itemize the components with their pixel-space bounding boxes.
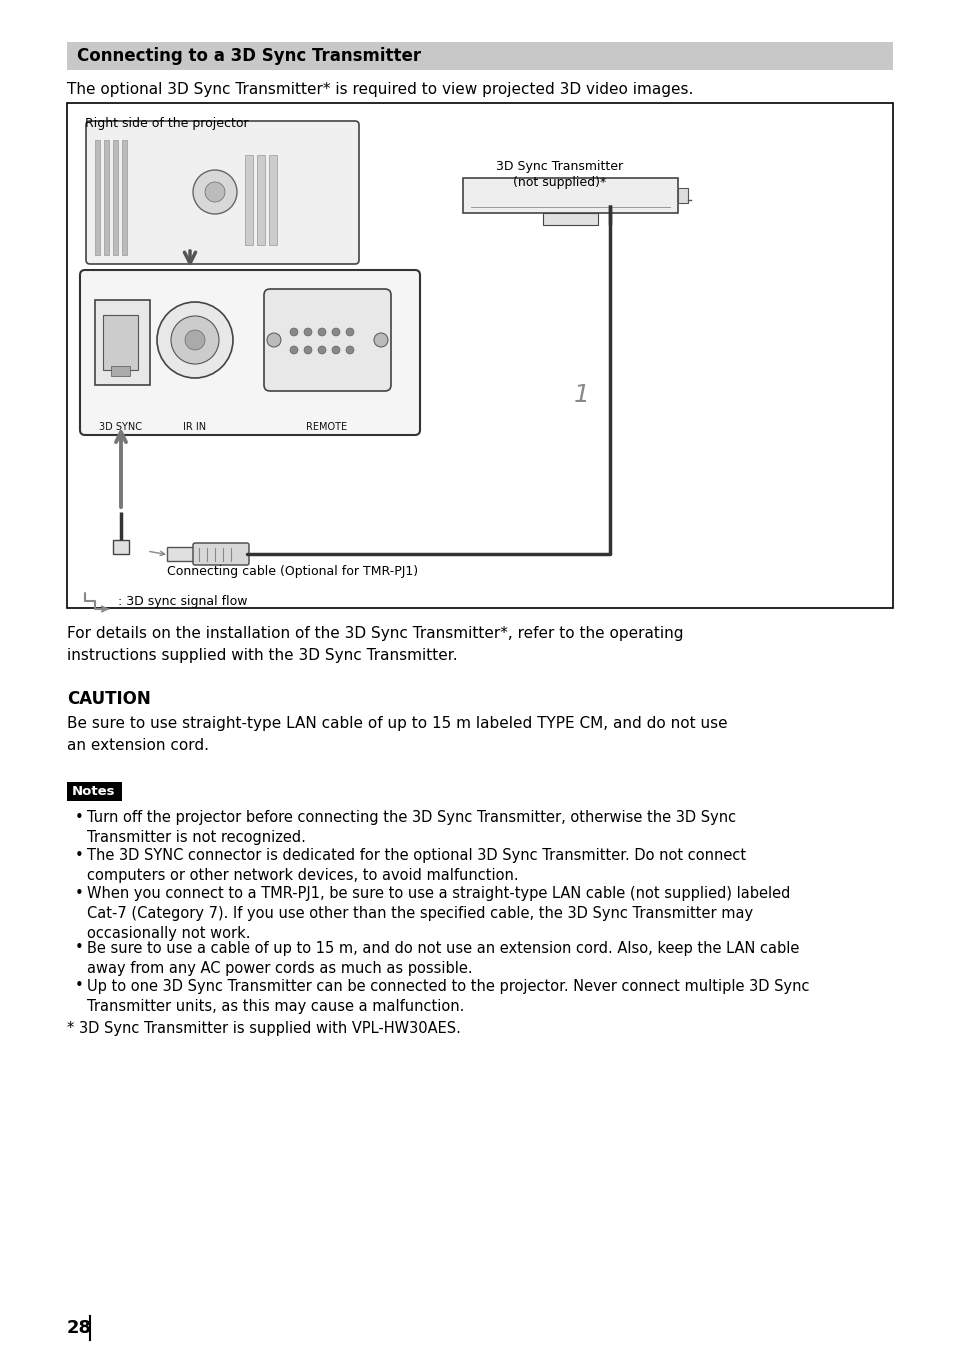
Text: For details on the installation of the 3D Sync Transmitter*, refer to the operat: For details on the installation of the 3…: [67, 626, 682, 662]
Circle shape: [332, 346, 339, 354]
Text: Connecting cable (Optional for TMR-PJ1): Connecting cable (Optional for TMR-PJ1): [167, 565, 417, 579]
FancyBboxPatch shape: [264, 289, 391, 391]
Bar: [185, 272, 193, 283]
FancyBboxPatch shape: [86, 120, 358, 264]
Bar: [67, 103, 892, 608]
Text: 28: 28: [67, 1320, 92, 1337]
Text: Be sure to use straight-type LAN cable of up to 15 m labeled TYPE CM, and do not: Be sure to use straight-type LAN cable o…: [67, 717, 727, 753]
Circle shape: [304, 346, 312, 354]
Circle shape: [346, 346, 354, 354]
Text: (not supplied)*: (not supplied)*: [513, 176, 606, 189]
Circle shape: [193, 170, 236, 214]
Circle shape: [374, 333, 388, 347]
Bar: [67, 781, 122, 800]
Text: •: •: [75, 810, 84, 825]
Circle shape: [205, 183, 225, 201]
Circle shape: [267, 333, 281, 347]
Text: The 3D SYNC connector is dedicated for the optional 3D Sync Transmitter. Do not : The 3D SYNC connector is dedicated for t…: [87, 848, 745, 883]
Circle shape: [290, 346, 297, 354]
Text: 3D SYNC: 3D SYNC: [99, 422, 142, 433]
Text: Be sure to use a cable of up to 15 m, and do not use an extension cord. Also, ke: Be sure to use a cable of up to 15 m, an…: [87, 941, 799, 976]
Circle shape: [317, 346, 326, 354]
Bar: [112, 141, 118, 256]
Bar: [542, 214, 598, 224]
Circle shape: [346, 329, 354, 337]
Circle shape: [304, 329, 312, 337]
Circle shape: [171, 316, 219, 364]
Circle shape: [157, 301, 233, 379]
FancyBboxPatch shape: [80, 270, 419, 435]
Bar: [112, 539, 129, 554]
Bar: [103, 315, 138, 370]
Text: •: •: [75, 941, 84, 956]
Text: * 3D Sync Transmitter is supplied with VPL-HW30AES.: * 3D Sync Transmitter is supplied with V…: [67, 1021, 460, 1036]
Text: : 3D sync signal flow: : 3D sync signal flow: [118, 595, 247, 607]
FancyBboxPatch shape: [95, 300, 150, 385]
Text: Up to one 3D Sync Transmitter can be connected to the projector. Never connect m: Up to one 3D Sync Transmitter can be con…: [87, 979, 809, 1014]
Circle shape: [317, 329, 326, 337]
Bar: [122, 141, 127, 256]
Text: Connecting to a 3D Sync Transmitter: Connecting to a 3D Sync Transmitter: [77, 47, 420, 65]
Bar: [245, 155, 253, 245]
Text: Right side of the projector: Right side of the projector: [85, 118, 249, 130]
Circle shape: [185, 330, 205, 350]
Text: REMOTE: REMOTE: [306, 422, 347, 433]
Bar: [220, 272, 237, 283]
Bar: [111, 366, 130, 376]
Circle shape: [290, 329, 297, 337]
FancyBboxPatch shape: [193, 544, 249, 565]
Text: 3D Sync Transmitter: 3D Sync Transmitter: [496, 160, 623, 173]
Text: •: •: [75, 848, 84, 863]
Text: When you connect to a TMR-PJ1, be sure to use a straight-type LAN cable (not sup: When you connect to a TMR-PJ1, be sure t…: [87, 886, 789, 941]
Bar: [462, 178, 678, 214]
Bar: [67, 42, 892, 70]
Bar: [154, 272, 163, 283]
Bar: [95, 141, 100, 256]
Text: •: •: [75, 886, 84, 900]
Bar: [140, 272, 148, 283]
Text: Notes: Notes: [72, 786, 115, 798]
Text: Turn off the projector before connecting the 3D Sync Transmitter, otherwise the : Turn off the projector before connecting…: [87, 810, 736, 845]
Bar: [170, 272, 178, 283]
Text: CAUTION: CAUTION: [67, 690, 151, 708]
Bar: [678, 188, 687, 203]
Bar: [104, 141, 109, 256]
Text: 1: 1: [574, 383, 589, 407]
Bar: [167, 548, 194, 561]
Text: •: •: [75, 979, 84, 994]
FancyArrowPatch shape: [150, 552, 165, 556]
Text: IR IN: IR IN: [183, 422, 207, 433]
Circle shape: [202, 270, 212, 281]
Circle shape: [332, 329, 339, 337]
Bar: [256, 155, 265, 245]
Text: The optional 3D Sync Transmitter* is required to view projected 3D video images.: The optional 3D Sync Transmitter* is req…: [67, 82, 693, 97]
Bar: [269, 155, 276, 245]
